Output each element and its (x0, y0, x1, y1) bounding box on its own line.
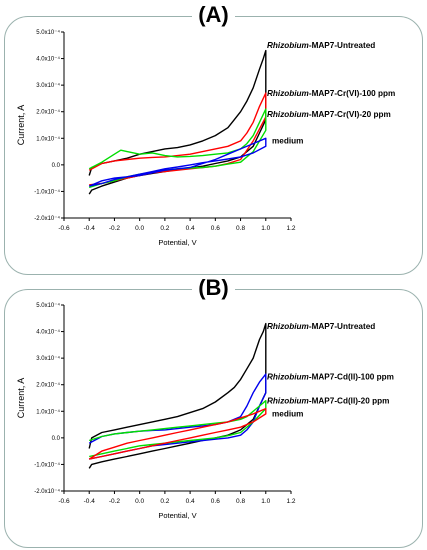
series-line-0 (88, 322, 267, 469)
series-label-italic: Rhizobium (267, 110, 309, 119)
panel-a-label: (A) (0, 2, 427, 28)
x-tick-label: 0.6 (211, 225, 220, 232)
series-line-3 (88, 407, 267, 460)
x-tick-label: -0.4 (84, 498, 96, 505)
series-label-italic: Rhizobium (267, 372, 309, 381)
x-tick-label: 1.0 (261, 498, 270, 505)
chart-b: -0.6 -0.4 -0.2 0.0 0.2 0.4 0.6 0.8 1.0 1.2 -2.0x10… (16, 302, 394, 520)
panel-a-label-text: (A) (192, 2, 235, 27)
series-label-0: Rhizobium-MAP7-Untreated (267, 41, 375, 50)
x-tick-label: 0.4 (186, 225, 195, 232)
series-line-2 (88, 400, 267, 458)
series-line-3 (88, 137, 267, 187)
y-tick-label: 5.0x10⁻⁴ (36, 29, 60, 36)
y-tick-label: 3.0x10⁻⁴ (36, 355, 60, 362)
x-tick-label: -0.2 (109, 225, 121, 232)
y-tick-label: 5.0x10⁻⁴ (36, 302, 60, 309)
series-line-0 (88, 49, 267, 195)
y-tick-label: 0.0 (52, 436, 61, 442)
series-label-rest: -MAP7-Untreated (309, 41, 375, 50)
y-tick-label: 2.0x10⁻⁴ (36, 382, 60, 389)
x-tick-label: 1.0 (261, 225, 270, 232)
chart-a: -0.6 -0.4 -0.2 0.0 0.2 0.4 0.6 0.8 1.0 1.2 -2.0x10… (16, 29, 395, 247)
x-tick-label: 0.8 (236, 498, 245, 505)
series-label-rest: medium (272, 410, 303, 419)
y-axis-label: Current, A (16, 378, 26, 419)
series-label-1: Rhizobium-MAP7-Cd(II)-100 ppm (267, 372, 394, 381)
x-tick-label: -0.6 (58, 498, 70, 505)
x-tick-label: 0.2 (160, 225, 169, 232)
x-tick-label: 1.2 (286, 498, 295, 505)
x-tick-label: 0.6 (211, 498, 220, 505)
series-label-2: Rhizobium-MAP7-Cd(II)-20 ppm (267, 396, 389, 405)
y-tick-label: -1.0x10⁻⁴ (34, 188, 60, 195)
x-tick-label: 0.4 (186, 498, 195, 505)
y-tick-label: -1.0x10⁻⁴ (34, 461, 60, 468)
x-tick-label: 1.2 (286, 225, 295, 232)
series-label-1: Rhizobium-MAP7-Cr(VI)-100 ppm (267, 89, 395, 98)
y-tick-label: 1.0x10⁻⁴ (36, 135, 60, 142)
x-tick-label: -0.6 (58, 225, 70, 232)
panel-b-label-text: (B) (192, 275, 235, 300)
y-tick-label: 0.0 (52, 163, 61, 169)
series-line-1 (88, 92, 267, 186)
panel-b-label: (B) (0, 275, 427, 301)
y-tick-label: -2.0x10⁻⁴ (34, 488, 60, 495)
series-label-rest: -MAP7-Cd(II)-20 ppm (309, 396, 390, 405)
series-label-2: Rhizobium-MAP7-Cr(VI)-20 ppm (267, 110, 391, 119)
y-tick-label: 4.0x10⁻⁴ (36, 56, 60, 63)
x-tick-label: 0.0 (135, 498, 144, 505)
x-tick-label: -0.2 (109, 498, 121, 505)
series-label-3: medium (272, 410, 303, 419)
y-tick-label: -2.0x10⁻⁴ (34, 215, 60, 222)
series-label-3: medium (272, 137, 303, 146)
x-tick-label: 0.8 (236, 225, 245, 232)
y-tick-label: 1.0x10⁻⁴ (36, 408, 60, 415)
series-label-rest: -MAP7-Cr(VI)-20 ppm (309, 110, 391, 119)
series-label-italic: Rhizobium (267, 322, 309, 331)
series-label-rest: -MAP7-Cd(II)-100 ppm (309, 372, 394, 381)
x-axis-label: Potential, V (158, 238, 196, 247)
series-label-italic: Rhizobium (267, 41, 309, 50)
x-axis-label: Potential, V (158, 511, 196, 520)
series-label-italic: Rhizobium (267, 396, 309, 405)
x-tick-label: -0.4 (84, 225, 96, 232)
series-label-0: Rhizobium-MAP7-Untreated (267, 322, 375, 331)
y-tick-label: 2.0x10⁻⁴ (36, 109, 60, 116)
y-axis-label: Current, A (16, 105, 26, 146)
series-label-italic: Rhizobium (267, 89, 309, 98)
series-label-rest: -MAP7-Cr(VI)-100 ppm (309, 89, 395, 98)
y-tick-label: 3.0x10⁻⁴ (36, 82, 60, 89)
y-tick-label: 4.0x10⁻⁴ (36, 329, 60, 336)
x-tick-label: 0.0 (135, 225, 144, 232)
x-tick-label: 0.2 (160, 498, 169, 505)
series-label-rest: -MAP7-Untreated (309, 322, 375, 331)
series-label-rest: medium (272, 137, 303, 146)
